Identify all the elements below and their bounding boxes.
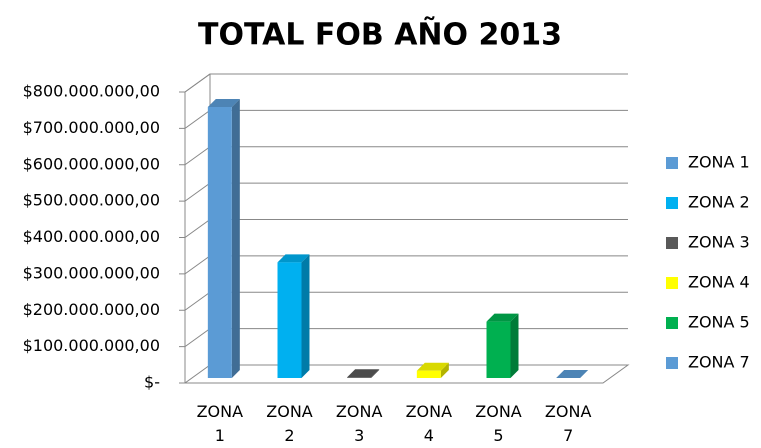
legend-label: ZONA 4: [688, 273, 750, 292]
bar: [486, 321, 511, 378]
x-tick-label: ZONA 4: [405, 402, 453, 445]
grid-line: [184, 219, 628, 238]
legend-label: ZONA 2: [688, 193, 750, 212]
x-tick-label: ZONA 1: [196, 402, 244, 445]
bar: [347, 377, 372, 378]
bar-side: [301, 254, 310, 378]
bar-side: [231, 99, 240, 378]
bar-side: [440, 362, 449, 378]
grid-line: [184, 73, 628, 93]
grid-line: [184, 182, 628, 202]
wall-frame: [184, 73, 628, 93]
y-tick-label: $100.000.000,00: [23, 336, 160, 355]
grid-line: [184, 291, 628, 311]
floor: [184, 364, 630, 384]
x-tick-label: ZONA 2: [266, 402, 313, 445]
x-tick-label: ZONA 5: [475, 402, 522, 445]
legend-swatch: [666, 277, 678, 289]
y-tick-label: $300.000.000,00: [23, 263, 160, 282]
y-tick-label: $700.000.000,00: [23, 118, 160, 137]
y-tick-label: $500.000.000,00: [23, 191, 160, 210]
x-tick-label: ZONA 7: [544, 402, 592, 445]
legend-swatch: [666, 197, 678, 209]
y-tick-label: $400.000.000,00: [23, 227, 160, 246]
bar-top: [486, 313, 519, 322]
legend-label: ZONA 3: [688, 233, 750, 252]
legend-label: ZONA 1: [688, 153, 750, 172]
legend-label: ZONA 7: [688, 353, 750, 372]
legend-swatch: [666, 357, 678, 369]
legend-swatch: [666, 237, 678, 249]
bar: [207, 107, 232, 378]
y-tick-label: $800.000.000,00: [23, 82, 160, 101]
grid-line: [184, 328, 628, 348]
bar-top: [416, 362, 449, 371]
bar-side: [371, 369, 380, 378]
legend-swatch: [666, 157, 678, 169]
y-tick-label: $200.000.000,00: [23, 300, 160, 319]
bar: [277, 262, 302, 378]
bar-top: [347, 369, 380, 378]
bar: [416, 370, 441, 378]
chart-title: TOTAL FOB AÑO 2013: [198, 16, 562, 53]
legend-swatch: [666, 317, 678, 329]
grid-line: [184, 109, 628, 129]
bar-top: [277, 254, 310, 263]
legend-label: ZONA 5: [688, 313, 750, 332]
y-tick-label: $-: [144, 373, 160, 392]
grid-line: [184, 146, 628, 166]
bar-side: [510, 313, 519, 378]
bar-top: [556, 370, 589, 378]
x-tick-label: ZONA 3: [335, 402, 383, 445]
bar-top: [207, 99, 240, 108]
grid-line: [184, 255, 628, 275]
y-tick-label: $600.000.000,00: [23, 154, 160, 173]
